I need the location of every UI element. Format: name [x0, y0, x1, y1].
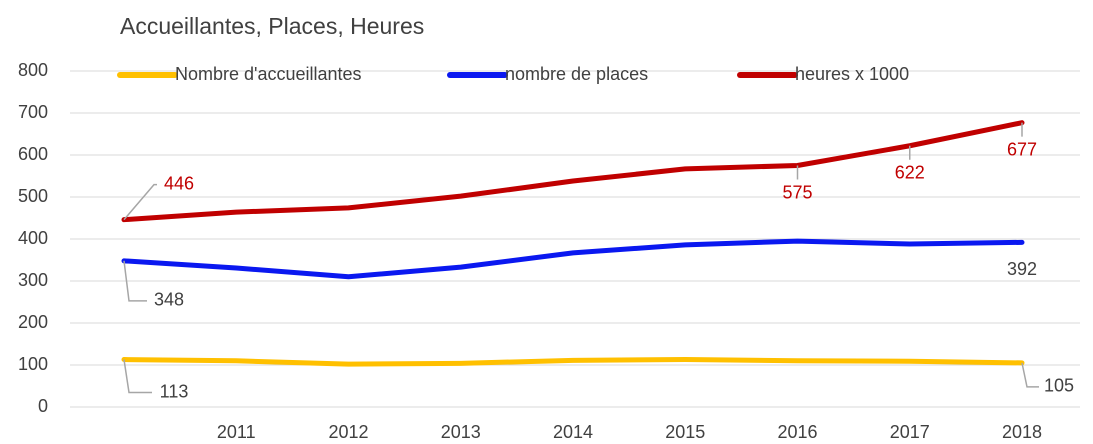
series-line	[121, 357, 1025, 367]
x-tick-label: 2014	[553, 422, 593, 442]
chart-title: Accueillantes, Places, Heures	[120, 13, 424, 39]
x-tick-label: 2016	[777, 422, 817, 442]
legend-label: nombre de places	[505, 64, 648, 84]
series-line	[121, 120, 1025, 223]
label-leader	[1021, 362, 1039, 388]
data-label: 446	[164, 173, 194, 193]
x-tick-label: 2013	[441, 422, 481, 442]
y-tick-label: 500	[18, 186, 48, 206]
y-tick-label: 300	[18, 270, 48, 290]
legend-label: Nombre d'accueillantes	[175, 64, 362, 84]
y-tick-label: 600	[18, 144, 48, 164]
y-tick-label: 200	[18, 312, 48, 332]
y-tick-label: 100	[18, 354, 48, 374]
x-tick-label: 2015	[665, 422, 705, 442]
data-label: 105	[1044, 376, 1074, 396]
series-line	[121, 238, 1025, 280]
label-leader	[123, 260, 147, 302]
data-label: 113	[160, 381, 189, 401]
x-tick-label: 2017	[890, 422, 930, 442]
label-leader	[123, 183, 157, 221]
legend-label: heures x 1000	[795, 64, 909, 84]
data-label: 677	[1007, 139, 1037, 159]
data-label: 392	[1007, 259, 1037, 279]
y-tick-label: 0	[38, 396, 48, 416]
y-tick-label: 700	[18, 102, 48, 122]
data-label: 348	[154, 290, 184, 310]
data-label: 622	[895, 163, 925, 183]
x-tick-label: 2018	[1002, 422, 1042, 442]
y-tick-label: 400	[18, 228, 48, 248]
y-tick-label: 800	[18, 60, 48, 80]
label-leader	[123, 359, 152, 394]
x-tick-label: 2012	[328, 422, 368, 442]
x-tick-label: 2011	[217, 422, 256, 442]
data-label: 575	[782, 182, 812, 202]
